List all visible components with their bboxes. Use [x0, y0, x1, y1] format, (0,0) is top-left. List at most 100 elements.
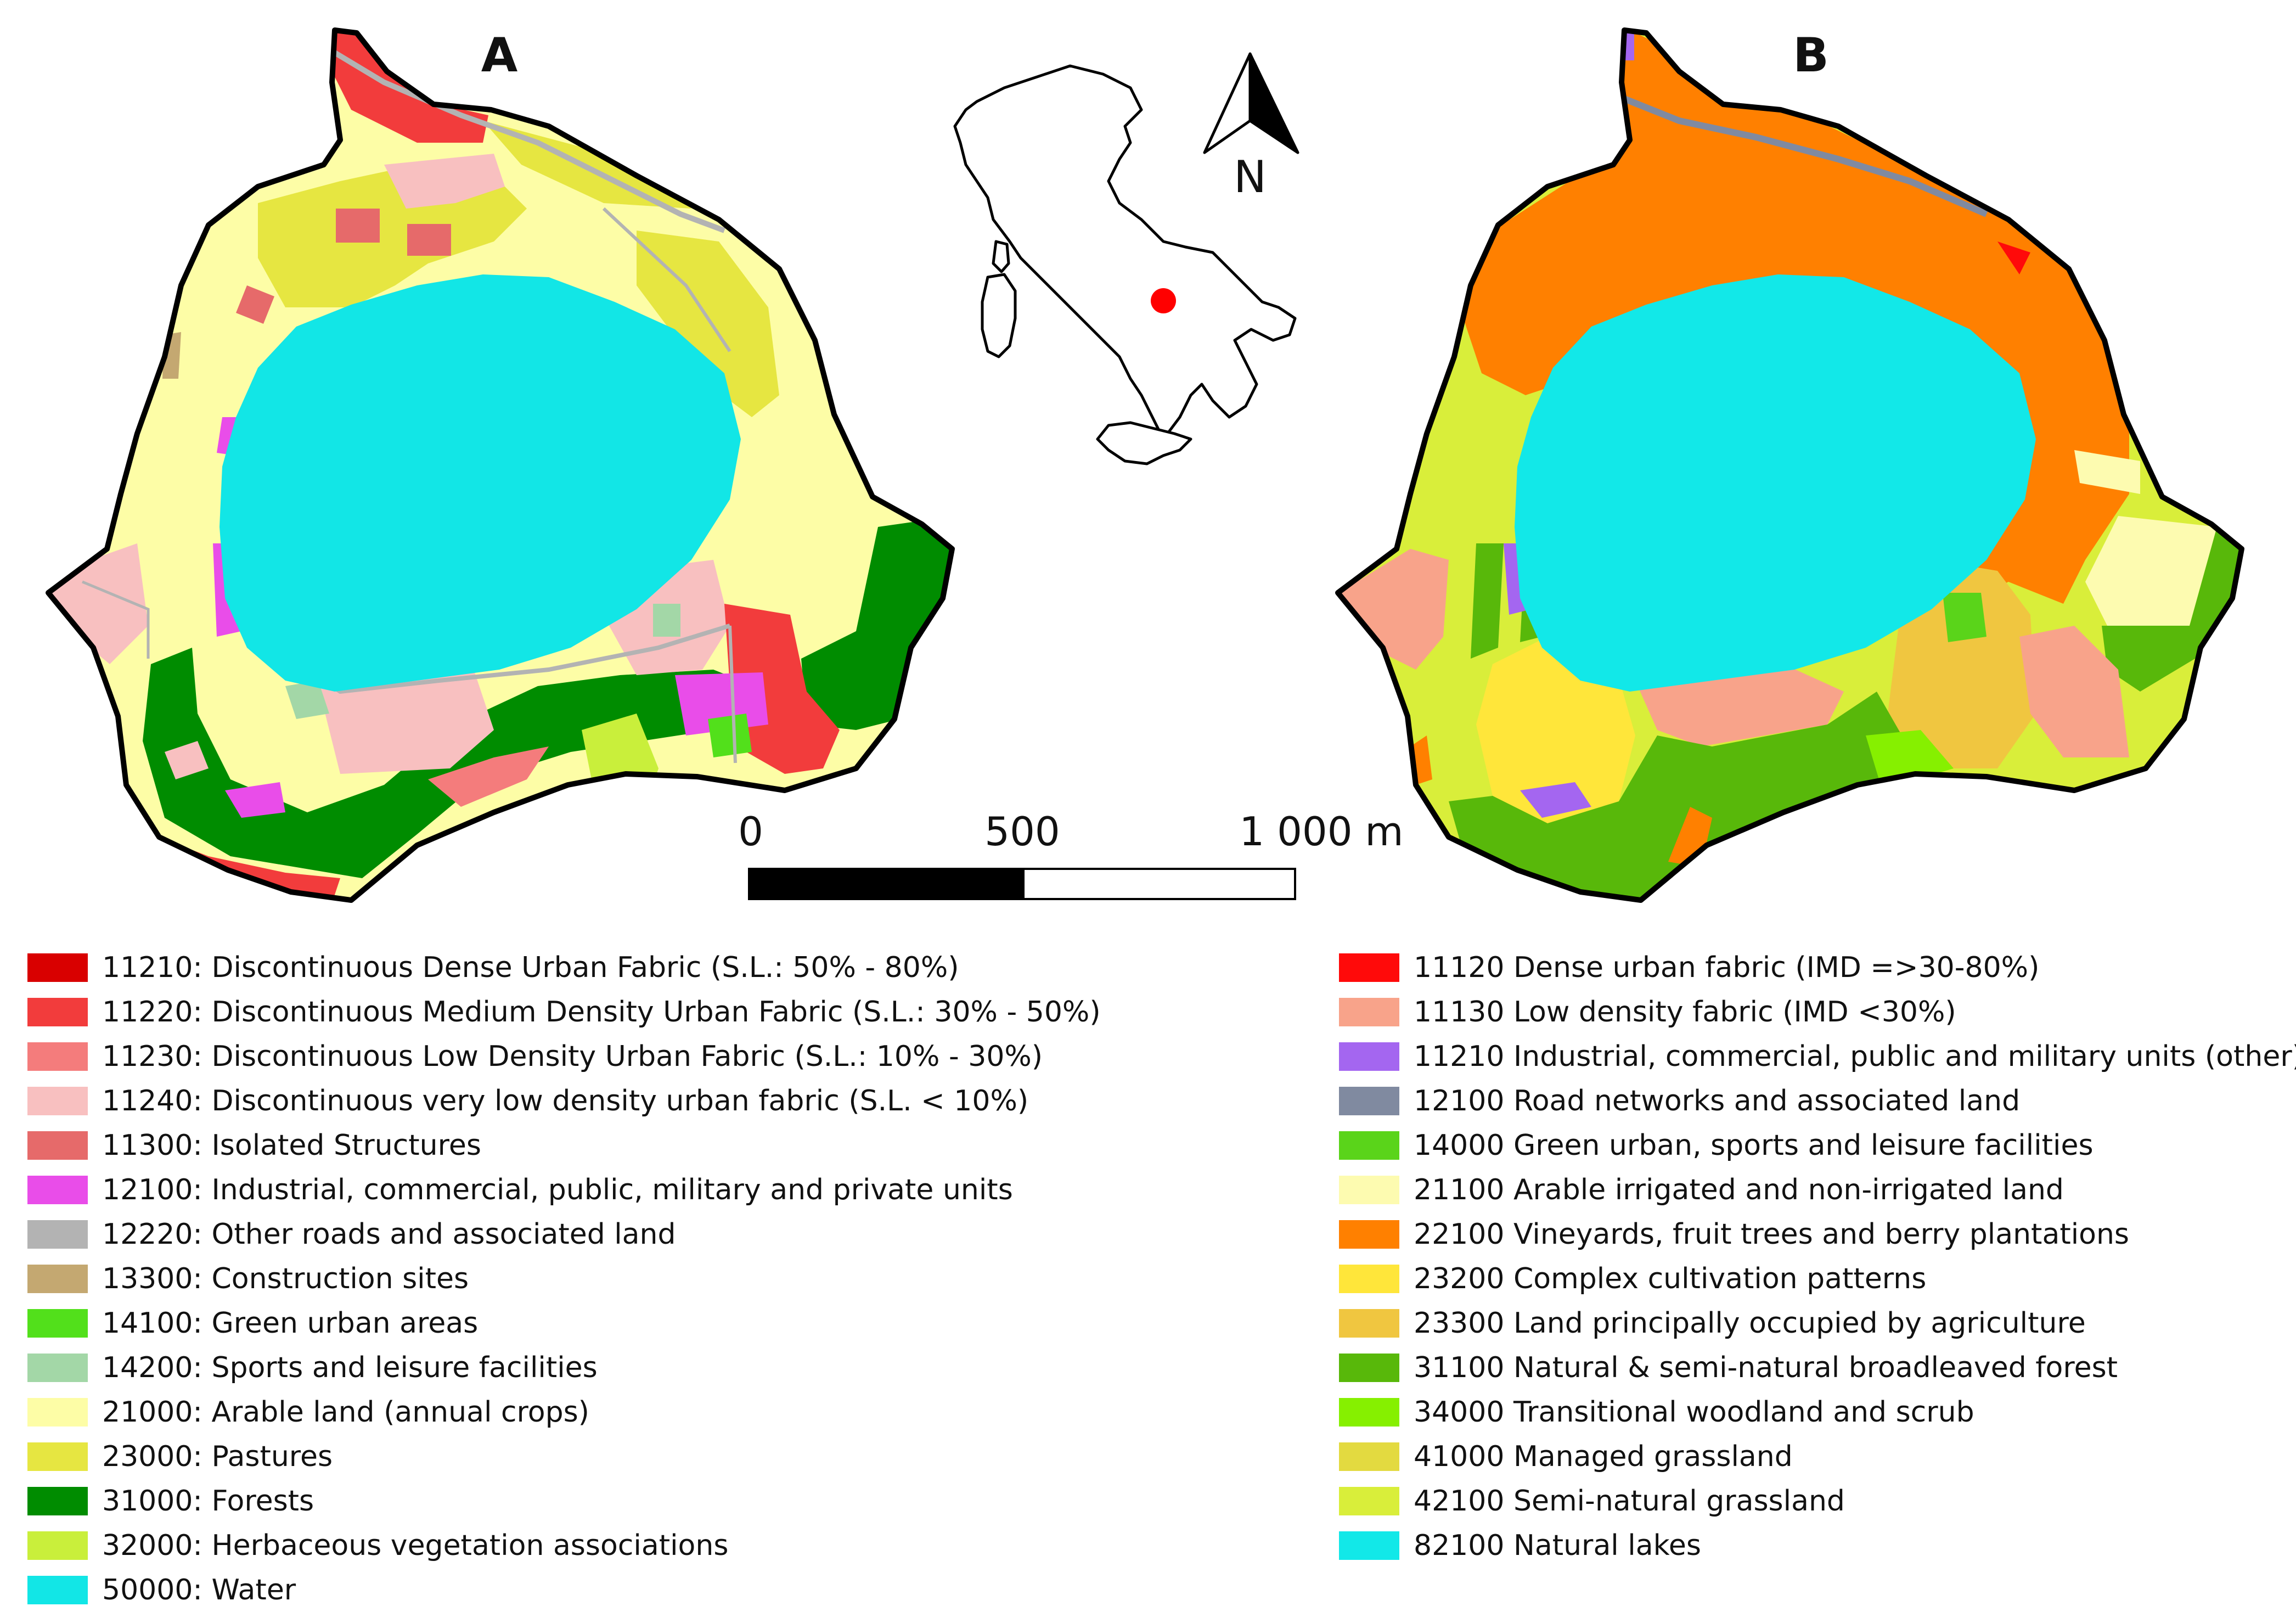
legend-swatch — [27, 1442, 88, 1471]
legend-swatch — [1339, 1086, 1399, 1115]
legend-b-item: 42100 Semi-natural grassland — [1339, 1479, 2283, 1523]
legend-label: 14000 Green urban, sports and leisure fa… — [1414, 1128, 2094, 1162]
legend-b-item: 21100 Arable irrigated and non-irrigated… — [1339, 1167, 2283, 1212]
legend-swatch — [1339, 953, 1399, 982]
legend-b-item: 11210 Industrial, commercial, public and… — [1339, 1034, 2296, 1079]
legend-swatch — [27, 1131, 88, 1160]
legend-a-item: 50000: Water — [27, 1568, 1290, 1612]
legend-swatch — [27, 1486, 88, 1515]
legend-label: 12100 Road networks and associated land — [1414, 1084, 2021, 1117]
legend-a-item: 11220: Discontinuous Medium Density Urba… — [27, 990, 1290, 1034]
legend-label: 21100 Arable irrigated and non-irrigated… — [1414, 1173, 2064, 1206]
legend-label: 23000: Pastures — [102, 1440, 333, 1473]
legend-b-item: 41000 Managed grassland — [1339, 1434, 2283, 1479]
legend-swatch — [1339, 1220, 1399, 1249]
legend-b-item: 12100 Road networks and associated land — [1339, 1079, 2283, 1123]
legend-label: 14100: Green urban areas — [102, 1306, 479, 1340]
study-area-marker — [1151, 288, 1176, 313]
map-panel-a: A — [33, 22, 966, 911]
legend-a-item: 13300: Construction sites — [27, 1256, 1290, 1301]
legend-label: 82100 Natural lakes — [1414, 1529, 1701, 1562]
legend-label: 23300 Land principally occupied by agric… — [1414, 1306, 2086, 1340]
legend-a-item: 11230: Discontinuous Low Density Urban F… — [27, 1034, 1290, 1079]
legend-swatch — [27, 953, 88, 982]
map-panel-b: B — [1317, 22, 2250, 911]
legend-swatch — [1339, 1131, 1399, 1160]
legend-swatch — [1339, 1397, 1399, 1427]
legend-a-item: 11300: Isolated Structures — [27, 1123, 1290, 1167]
legend-swatch — [1339, 1486, 1399, 1515]
legend-swatch — [27, 1086, 88, 1115]
legend-a-item: 12100: Industrial, commercial, public, m… — [27, 1167, 1290, 1212]
north-arrow: N — [1203, 52, 1299, 203]
legend-swatch — [27, 1175, 88, 1204]
legend-b-item: 82100 Natural lakes — [1339, 1523, 2283, 1568]
legend-label: 13300: Construction sites — [102, 1262, 469, 1295]
legend-b-item: 23200 Complex cultivation patterns — [1339, 1256, 2283, 1301]
legend-label: 11220: Discontinuous Medium Density Urba… — [102, 995, 1101, 1029]
legend-label: 11120 Dense urban fabric (IMD =>30-80%) — [1414, 951, 2040, 984]
figure: A — [0, 0, 2296, 922]
legend-label: 41000 Managed grassland — [1414, 1440, 1793, 1473]
legend-label: 11230: Discontinuous Low Density Urban F… — [102, 1040, 1043, 1073]
inset-italy-map — [953, 64, 1297, 465]
legend-label: 23200 Complex cultivation patterns — [1414, 1262, 1927, 1295]
legend-label: 50000: Water — [102, 1573, 296, 1607]
legend-label: 21000: Arable land (annual crops) — [102, 1395, 589, 1429]
legend-b-item: 11130 Low density fabric (IMD <30%) — [1339, 990, 2283, 1034]
legend-a-item: 14100: Green urban areas — [27, 1301, 1290, 1345]
legend-label: 22100 Vineyards, fruit trees and berry p… — [1414, 1217, 2130, 1251]
legend-swatch — [27, 1220, 88, 1249]
legend-swatch — [1339, 997, 1399, 1026]
north-label: N — [1234, 151, 1267, 203]
legend-swatch — [1339, 1264, 1399, 1293]
legend-swatch — [27, 1264, 88, 1293]
legend-a-item: 14200: Sports and leisure facilities — [27, 1345, 1290, 1390]
legend-swatch — [1339, 1353, 1399, 1382]
legend-swatch — [1339, 1042, 1399, 1071]
legend-label: 32000: Herbaceous vegetation association… — [102, 1529, 729, 1562]
legend-b-item: 34000 Transitional woodland and scrub — [1339, 1390, 2283, 1434]
legend-label: 42100 Semi-natural grassland — [1414, 1484, 1845, 1518]
sardinia-outline — [981, 273, 1017, 358]
legend-label: 11240: Discontinuous very low density ur… — [102, 1084, 1029, 1117]
legend-a-item: 11210: Discontinuous Dense Urban Fabric … — [27, 945, 1290, 990]
legend-swatch — [27, 1397, 88, 1427]
legend-a-item: 31000: Forests — [27, 1479, 1290, 1523]
legend-swatch — [27, 997, 88, 1026]
map-figure: A — [0, 0, 2296, 922]
legend-swatch — [27, 1531, 88, 1560]
legend-label: 11300: Isolated Structures — [102, 1128, 481, 1162]
legend-swatch — [27, 1308, 88, 1338]
legend-label: 34000 Transitional woodland and scrub — [1414, 1395, 1974, 1429]
legend-label: 11210 Industrial, commercial, public and… — [1414, 1040, 2296, 1073]
scale-label-500: 500 — [984, 808, 1060, 855]
legend-swatch — [1339, 1442, 1399, 1471]
scale-bar: 0 500 1 000 m — [738, 808, 1404, 900]
sicily-outline — [1096, 421, 1192, 465]
corsica-outline — [992, 240, 1010, 273]
scale-label-0: 0 — [738, 808, 763, 855]
legend-b-item: 23300 Land principally occupied by agric… — [1339, 1301, 2283, 1345]
legend-label: 31000: Forests — [102, 1484, 314, 1518]
italy-outline — [953, 64, 1297, 441]
legend-b-item: 11120 Dense urban fabric (IMD =>30-80%) — [1339, 945, 2283, 990]
legend-label: 31100 Natural & semi-natural broadleaved… — [1414, 1351, 2118, 1384]
legend-swatch — [1339, 1308, 1399, 1338]
legend-a-item: 32000: Herbaceous vegetation association… — [27, 1523, 1290, 1568]
legend-swatch — [1339, 1531, 1399, 1560]
legend-swatch — [27, 1353, 88, 1382]
panel-letter-a: A — [481, 28, 518, 83]
panel-letter-b: B — [1793, 28, 1829, 83]
legend-label: 11130 Low density fabric (IMD <30%) — [1414, 995, 1956, 1029]
legend-swatch — [27, 1575, 88, 1604]
legend-label: 11210: Discontinuous Dense Urban Fabric … — [102, 951, 959, 984]
legend-b-item: 31100 Natural & semi-natural broadleaved… — [1339, 1345, 2283, 1390]
legend-a: 11210: Discontinuous Dense Urban Fabric … — [27, 945, 1290, 1612]
legend-a-item: 21000: Arable land (annual crops) — [27, 1390, 1290, 1434]
legend-label: 14200: Sports and leisure facilities — [102, 1351, 598, 1384]
legend-a-item: 23000: Pastures — [27, 1434, 1290, 1479]
legend-a-item: 12220: Other roads and associated land — [27, 1212, 1290, 1256]
legend-b-item: 14000 Green urban, sports and leisure fa… — [1339, 1123, 2283, 1167]
legend-a-item: 11240: Discontinuous very low density ur… — [27, 1079, 1290, 1123]
